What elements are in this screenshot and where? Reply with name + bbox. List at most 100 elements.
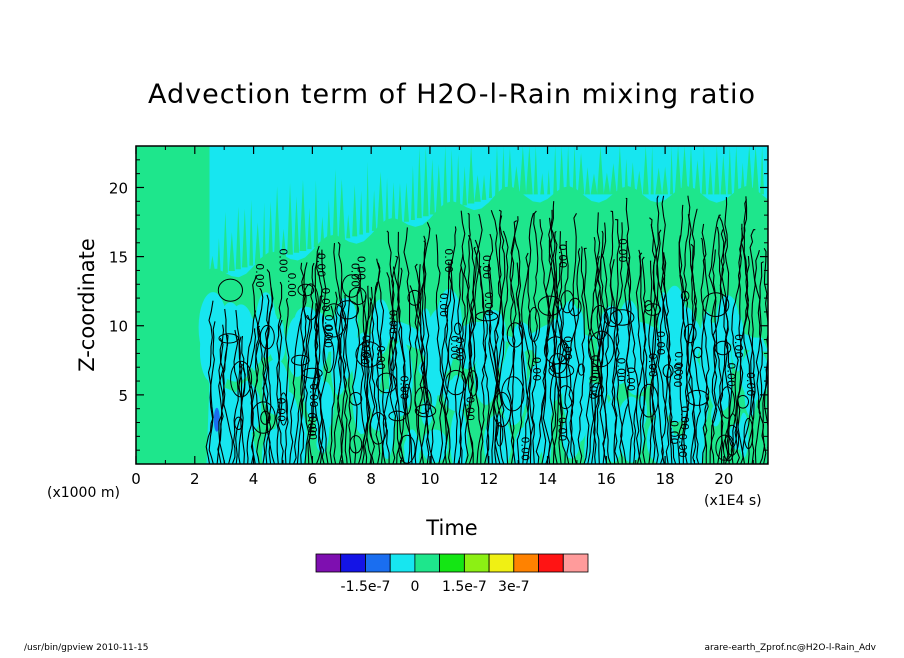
field-streak — [662, 166, 669, 195]
field-streak — [540, 173, 545, 195]
contour-line — [457, 266, 474, 464]
contour-label: 0.00 — [437, 293, 450, 318]
field-streak — [533, 146, 538, 195]
field-streak — [338, 178, 346, 241]
contour-label: 0.00 — [616, 238, 629, 263]
contour-line — [662, 252, 673, 464]
contour-loop — [714, 340, 732, 356]
contour-label: 0.00 — [349, 263, 362, 288]
x-tick-label: 4 — [249, 470, 259, 488]
colorbar-swatch — [340, 553, 366, 573]
contour-loop — [723, 435, 735, 462]
field-streak — [636, 170, 643, 195]
field-blob — [474, 349, 498, 405]
contour-line — [457, 210, 473, 464]
contour-line — [293, 262, 308, 464]
contour-line — [458, 212, 471, 464]
contour-line — [205, 321, 216, 464]
field-streak — [423, 147, 429, 217]
contour-line — [423, 240, 435, 464]
field-blob — [528, 382, 553, 420]
contour-line — [333, 243, 348, 464]
contour-line — [678, 235, 690, 464]
field-streak — [442, 146, 448, 211]
field-streak — [616, 146, 623, 195]
contour-loop — [603, 307, 623, 328]
contour-line — [521, 252, 534, 464]
field-streak — [435, 163, 442, 213]
contour-line — [541, 238, 553, 464]
field-streak — [745, 146, 753, 195]
contour-line — [333, 291, 342, 464]
contour-loop — [238, 364, 246, 399]
field-blob — [513, 426, 540, 464]
contour-label: 0.00 — [463, 396, 476, 421]
field-streak — [397, 182, 403, 224]
field-streak — [467, 146, 475, 204]
contour-line — [494, 209, 506, 464]
field-streak — [359, 190, 364, 235]
field-streak — [603, 172, 611, 195]
contour-label: 0.00 — [482, 292, 495, 317]
contour-loop — [680, 290, 690, 302]
contour-loop — [297, 283, 315, 297]
field-streak — [332, 169, 338, 242]
field-upper-band — [209, 146, 768, 278]
field-streak — [281, 228, 287, 257]
contour-label: 0.00 — [277, 248, 290, 272]
contour-line — [570, 213, 580, 464]
contour-loop — [355, 341, 383, 368]
contour-line — [337, 294, 346, 464]
field-blob — [451, 375, 463, 399]
contour-loop — [349, 435, 363, 454]
field-streak — [287, 182, 293, 255]
contour-line — [700, 237, 710, 464]
contour-line — [611, 222, 623, 464]
field-streak — [566, 146, 571, 195]
contour-line — [389, 231, 400, 464]
contour-label: 0.00 — [374, 345, 387, 370]
contour-line — [636, 256, 648, 464]
field-streak — [293, 196, 300, 253]
contour-line — [514, 236, 524, 464]
contour-line — [650, 195, 660, 464]
field-streak — [346, 214, 351, 239]
field-streak — [674, 146, 682, 195]
contour-loop — [609, 309, 635, 326]
contour-loop — [414, 404, 437, 418]
field-streak — [507, 148, 513, 195]
contour-loop — [230, 360, 253, 398]
field-streak — [650, 146, 654, 195]
contour-line — [368, 281, 381, 464]
field-streak — [495, 146, 499, 197]
x-tick-label: 12 — [479, 470, 498, 488]
contour-loop — [407, 289, 422, 306]
x-tick-label: 8 — [366, 470, 376, 488]
contour-label: 0.00 — [355, 256, 368, 281]
contour-loop — [683, 323, 697, 344]
colorbar-swatch — [365, 553, 391, 573]
contour-label: 0.00 — [274, 397, 287, 422]
contour-label: 0.00 — [556, 244, 569, 268]
colorbar-tick-label: -1.5e-7 — [341, 579, 391, 595]
contour-line — [472, 265, 484, 464]
x-axis-unit: (x1E4 s) — [704, 493, 762, 509]
contour-loop — [639, 383, 659, 418]
contour-loop — [291, 354, 310, 366]
contour-line — [552, 230, 559, 464]
field-streak — [688, 146, 694, 195]
colorbar-swatch — [439, 553, 465, 573]
colorbar-swatch — [562, 553, 589, 573]
contour-line — [587, 212, 601, 464]
contour-loop — [577, 363, 585, 376]
plot-frame — [135, 145, 769, 465]
contour-loop — [590, 305, 609, 340]
contour-loop — [445, 369, 467, 396]
field-streak — [449, 149, 454, 209]
contour-line — [700, 223, 710, 464]
contour-line — [688, 243, 697, 464]
contour-line — [403, 227, 412, 464]
y-tick-label: 20 — [109, 179, 128, 197]
contour-loop — [702, 292, 730, 318]
contour-line — [687, 195, 701, 464]
